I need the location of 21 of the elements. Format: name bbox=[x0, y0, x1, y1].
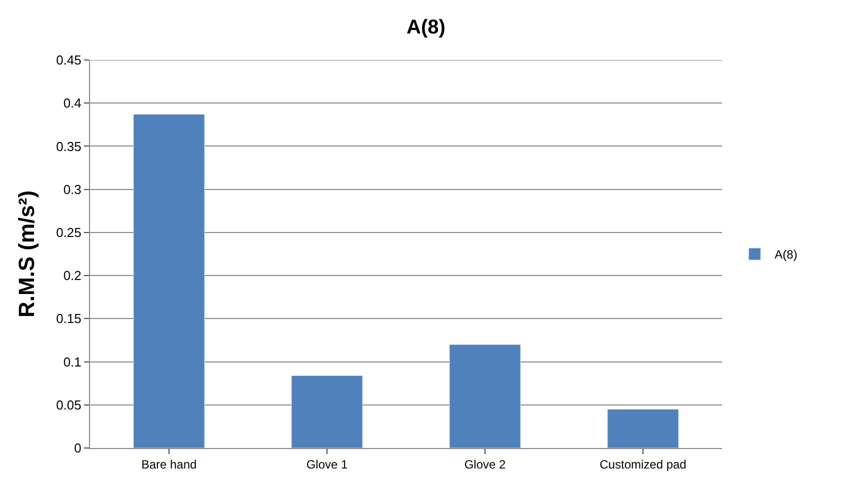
x-tick-label: Glove 2 bbox=[464, 457, 506, 472]
y-tick-label: 0.45 bbox=[56, 52, 82, 68]
y-tick-label: 0.05 bbox=[56, 397, 82, 412]
bar bbox=[607, 408, 679, 448]
x-tick-label: Bare hand bbox=[141, 457, 197, 472]
bar bbox=[449, 344, 521, 448]
y-axis-title: R.M.S (m/s²) bbox=[14, 190, 39, 318]
bar bbox=[291, 375, 363, 448]
legend-label: A(8) bbox=[774, 248, 798, 262]
chart-title: A(8) bbox=[406, 16, 446, 38]
x-tick-label: Glove 1 bbox=[306, 457, 348, 472]
y-tick-label: 0.3 bbox=[63, 182, 82, 197]
y-tick-label: 0.2 bbox=[63, 268, 82, 284]
x-tick-label: Customized pad bbox=[600, 457, 686, 472]
y-tick-label: 0.15 bbox=[56, 311, 82, 326]
bar bbox=[133, 114, 205, 448]
y-tick-label: 0.1 bbox=[63, 354, 82, 370]
y-tick-label: 0.4 bbox=[63, 96, 82, 111]
y-tick-label: 0.35 bbox=[56, 138, 82, 154]
y-tick-label: 0 bbox=[74, 440, 82, 456]
y-tick-label: 0.25 bbox=[56, 224, 82, 240]
